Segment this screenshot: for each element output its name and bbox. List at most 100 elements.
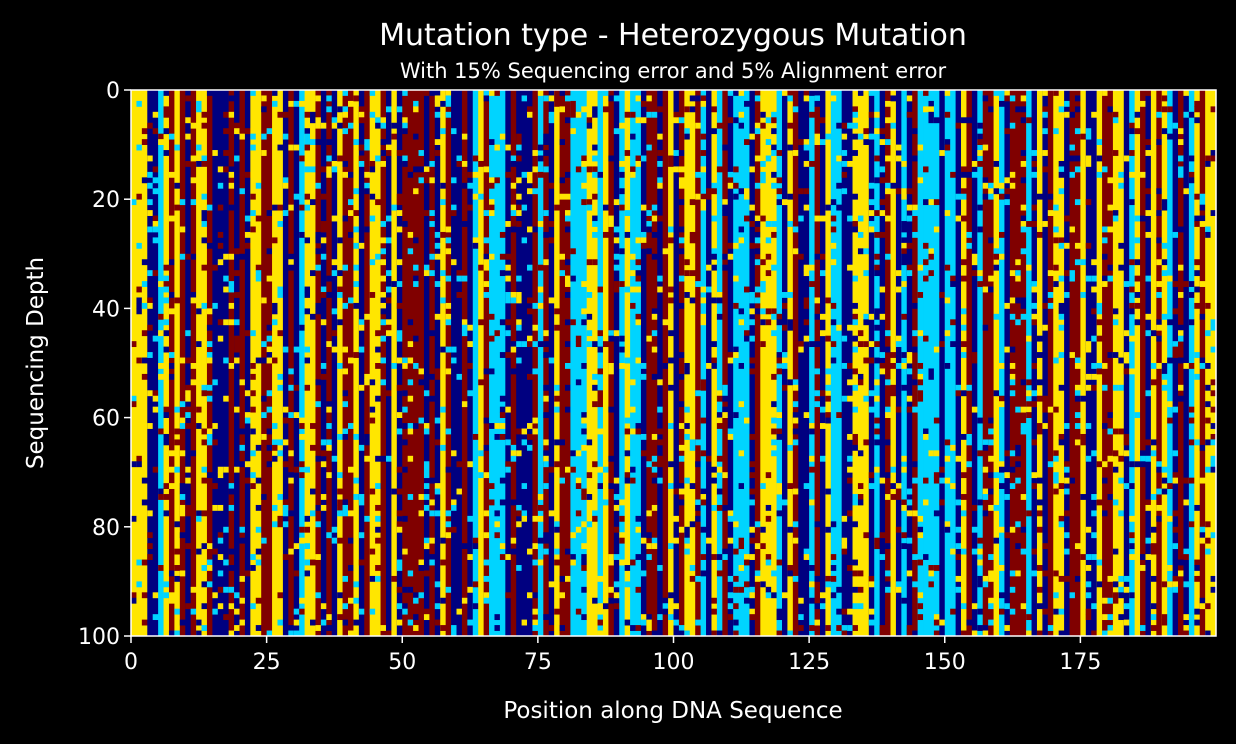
heatmap-cell bbox=[917, 390, 924, 397]
heatmap-cell bbox=[646, 144, 653, 151]
heatmap-cell bbox=[874, 313, 881, 320]
heatmap-cell bbox=[570, 532, 577, 539]
heatmap-cell bbox=[1156, 466, 1163, 473]
heatmap-cell bbox=[510, 292, 517, 298]
heatmap-cell bbox=[1188, 281, 1195, 287]
heatmap-cell bbox=[554, 384, 560, 391]
heatmap-cell bbox=[320, 319, 327, 326]
heatmap-cell bbox=[310, 313, 316, 320]
heatmap-cell bbox=[830, 95, 837, 102]
heatmap-cell bbox=[602, 106, 609, 113]
heatmap-cell bbox=[933, 417, 940, 424]
heatmap-cell bbox=[320, 450, 327, 457]
heatmap-cell bbox=[1172, 526, 1179, 533]
heatmap-cell bbox=[939, 341, 946, 348]
heatmap-cell bbox=[174, 466, 181, 473]
heatmap-cell bbox=[798, 625, 805, 631]
heatmap-cell bbox=[999, 363, 1005, 369]
heatmap-cell bbox=[516, 565, 522, 571]
heatmap-cell bbox=[1102, 477, 1108, 484]
heatmap-cell bbox=[716, 466, 723, 473]
heatmap-cell bbox=[1042, 150, 1049, 156]
heatmap-cell bbox=[1112, 597, 1119, 604]
heatmap-cell bbox=[1161, 477, 1168, 484]
heatmap-cell bbox=[982, 581, 989, 588]
heatmap-cell bbox=[1172, 450, 1179, 457]
heatmap-cell bbox=[852, 313, 859, 320]
heatmap-cell bbox=[527, 335, 533, 342]
heatmap-cell bbox=[141, 128, 148, 135]
heatmap-cell bbox=[1156, 319, 1163, 326]
heatmap-cell bbox=[185, 117, 192, 124]
heatmap-cell bbox=[478, 264, 485, 271]
heatmap-cell bbox=[868, 357, 875, 364]
heatmap-cell bbox=[1156, 188, 1163, 195]
heatmap-cell bbox=[147, 182, 154, 189]
heatmap-cell bbox=[543, 150, 550, 156]
heatmap-cell bbox=[668, 226, 674, 233]
heatmap-cell bbox=[1091, 259, 1098, 266]
heatmap-cell bbox=[684, 133, 691, 140]
heatmap-cell bbox=[196, 515, 202, 522]
heatmap-column bbox=[293, 90, 300, 636]
heatmap-cell bbox=[999, 608, 1005, 615]
heatmap-cell bbox=[440, 559, 447, 566]
heatmap-cell bbox=[234, 155, 240, 162]
heatmap-cell bbox=[776, 177, 783, 184]
heatmap-cell bbox=[543, 231, 550, 238]
heatmap-cell bbox=[792, 412, 799, 418]
heatmap-cell bbox=[348, 357, 354, 364]
heatmap-cell bbox=[418, 177, 425, 184]
heatmap-cell bbox=[1020, 248, 1027, 255]
heatmap-cell bbox=[1085, 423, 1092, 429]
heatmap-cell bbox=[917, 363, 924, 369]
heatmap-column bbox=[689, 90, 696, 636]
heatmap-cell bbox=[537, 144, 544, 151]
heatmap-cell bbox=[885, 188, 891, 195]
heatmap-cell bbox=[803, 297, 810, 304]
heatmap-cell bbox=[923, 259, 929, 266]
heatmap-cell bbox=[684, 423, 691, 429]
heatmap-cell bbox=[478, 379, 485, 386]
heatmap-cell bbox=[261, 150, 268, 156]
heatmap-cell bbox=[358, 384, 365, 391]
heatmap-cell bbox=[288, 477, 295, 484]
heatmap-cell bbox=[206, 352, 213, 358]
heatmap-cell bbox=[282, 417, 289, 424]
heatmap-cell bbox=[1036, 477, 1043, 484]
heatmap-cell bbox=[489, 499, 495, 506]
heatmap-cell bbox=[684, 477, 691, 484]
heatmap-cell bbox=[776, 433, 783, 440]
heatmap-cell bbox=[423, 570, 430, 577]
heatmap-cell bbox=[510, 226, 517, 233]
heatmap-cell bbox=[391, 488, 398, 495]
heatmap-column bbox=[1210, 90, 1217, 636]
heatmap-cell bbox=[847, 122, 853, 129]
heatmap-column bbox=[754, 90, 761, 636]
heatmap-cell bbox=[635, 515, 642, 522]
heatmap-cell bbox=[1129, 150, 1136, 156]
heatmap-cell bbox=[700, 133, 707, 140]
heatmap-cell bbox=[1205, 603, 1211, 610]
heatmap-column bbox=[282, 90, 289, 636]
heatmap-cell bbox=[814, 253, 821, 260]
heatmap-cell bbox=[472, 603, 479, 610]
heatmap-cell bbox=[131, 597, 137, 604]
heatmap-cell bbox=[179, 619, 186, 626]
heatmap-cell bbox=[337, 592, 343, 599]
heatmap-cell bbox=[1096, 139, 1103, 145]
heatmap-cell bbox=[863, 270, 870, 277]
heatmap-cell bbox=[814, 401, 821, 408]
heatmap-cell bbox=[353, 597, 360, 604]
heatmap-cell bbox=[407, 423, 414, 429]
heatmap-cell bbox=[630, 171, 636, 178]
heatmap-column bbox=[445, 90, 452, 636]
heatmap-cell bbox=[261, 95, 268, 102]
heatmap-column bbox=[787, 90, 794, 636]
heatmap-column bbox=[613, 90, 620, 636]
heatmap-cell bbox=[250, 363, 257, 369]
heatmap-cell bbox=[836, 608, 843, 615]
heatmap-cell bbox=[803, 302, 810, 309]
heatmap-cell bbox=[1172, 575, 1179, 582]
